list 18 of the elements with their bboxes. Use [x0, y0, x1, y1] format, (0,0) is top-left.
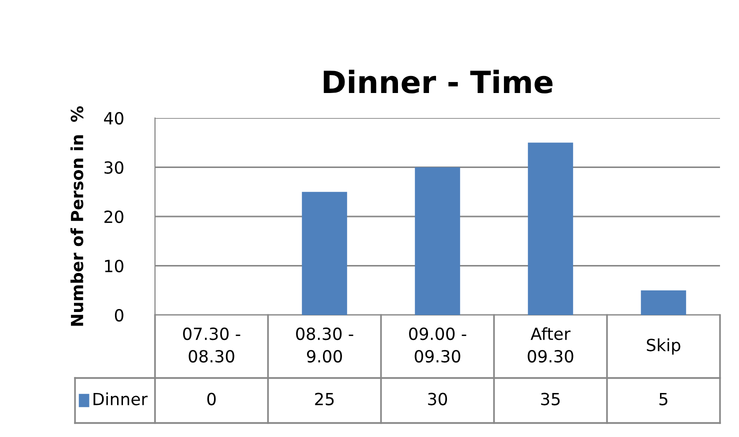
x-tick-label: 07.30 - 08.30	[183, 328, 240, 363]
y-tick-label: 0	[114, 308, 124, 322]
y-tick-label: 10	[105, 260, 124, 272]
x-tick-label: Skip	[646, 338, 680, 355]
chart-title: Dinner - Time	[324, 70, 553, 94]
y-tick-label: 30	[104, 161, 124, 174]
y-tick-label: 40	[104, 112, 124, 125]
data-label: 25	[315, 392, 334, 406]
x-tick-label: After 09.30	[528, 327, 574, 363]
data-label: 30	[428, 392, 447, 406]
data-label: 35	[541, 392, 560, 406]
legend-label: Dinner	[94, 392, 148, 406]
x-tick-label: 09.00 - 09.30	[409, 328, 466, 363]
y-axis-title: Number of Person in %	[70, 106, 84, 326]
y-tick-label: 20	[104, 210, 124, 224]
data-label: 5	[659, 392, 668, 406]
x-tick-label: 08.30 - 9.00	[296, 328, 354, 363]
data-label: 0	[207, 392, 216, 406]
